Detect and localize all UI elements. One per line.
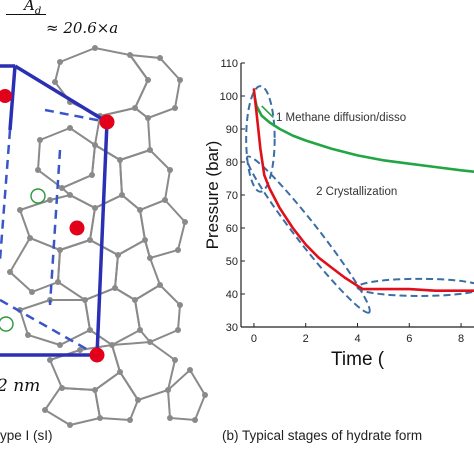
y-tick-label: 80 [226, 157, 238, 169]
stage-annotations: 1 Methane diffusion/disso 2 Crystallizati… [261, 105, 406, 198]
caption-structure: ype I (sI) [0, 428, 53, 443]
caption-chart: (b) Typical stages of hydrate form [222, 428, 423, 443]
y-tick-label: 40 [226, 289, 238, 301]
x-tick-label: 2 [303, 333, 309, 345]
green-guest-atoms [0, 188, 46, 332]
unit-cell-box [0, 64, 109, 357]
framework-bonds [8, 46, 207, 427]
x-tick-label: 8 [458, 333, 464, 345]
y-tick-label: 100 [220, 91, 238, 103]
annotation-label-2: 2 Crystallization [316, 186, 397, 198]
formula-rhs: ≈ 20.6×a [46, 19, 119, 37]
stage-ellipse-2 [245, 155, 371, 314]
unit-cell-dashed-edges [0, 108, 108, 357]
red-guest-atoms [0, 89, 115, 363]
x-tick-label: 0 [251, 333, 257, 345]
y-tick-label: 50 [226, 256, 238, 268]
formula-numerator: Ad [24, 0, 42, 17]
series-lines [252, 88, 474, 292]
x-tick-label: 4 [354, 333, 360, 345]
series-line-2 [252, 88, 474, 292]
crystal-structure-panel: Ad ≈ 20.6×a [0, 0, 210, 474]
y-tick-label: 60 [226, 223, 238, 235]
x-axis-label: Time ( [331, 349, 385, 370]
axes: 30 40 50 60 70 80 90 100 110 0 2 4 6 8 Pressure (bar) T… [205, 58, 474, 370]
y-tick-label: 90 [226, 124, 238, 136]
series-line-1 [252, 91, 474, 173]
annotation-pointer [261, 105, 274, 119]
stage-ellipse-3 [356, 277, 474, 297]
hydrate-cage-diagram [0, 45, 208, 428]
y-axis-label: Pressure (bar) [205, 141, 222, 250]
x-tick-label: 6 [406, 333, 412, 345]
pressure-time-chart: 30 40 50 60 70 80 90 100 110 0 2 4 6 8 Pressure (bar) T… [205, 58, 474, 370]
y-tick-label: 110 [220, 58, 238, 70]
size-label: 2 nm [0, 376, 41, 396]
y-tick-label: 70 [226, 190, 238, 202]
y-tick-label: 30 [226, 322, 238, 334]
annotation-label-1: 1 Methane diffusion/disso [276, 112, 406, 124]
fraction-bar [6, 0, 46, 15]
framework-nodes [7, 45, 208, 428]
